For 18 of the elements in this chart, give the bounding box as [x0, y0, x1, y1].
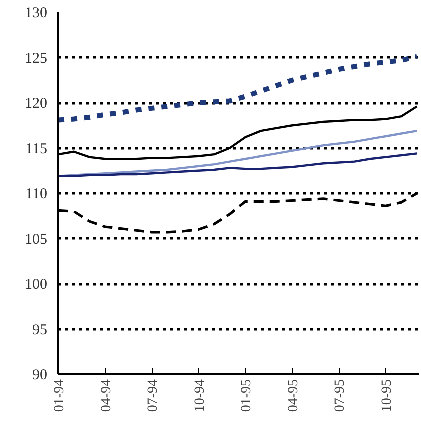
y-tick-label: 105	[25, 232, 48, 248]
x-tick-label: 04-94	[99, 379, 114, 412]
line-series	[58, 152, 418, 178]
x-tick-label: 10-95	[380, 379, 395, 412]
y-tick-label: 125	[25, 50, 48, 67]
x-tick-label: 07-94	[146, 379, 162, 412]
y-tick-label: 100	[25, 277, 48, 293]
x-tick-label: 01-94	[52, 379, 68, 412]
y-tick-label: 95	[32, 322, 48, 338]
y-tick-label: 110	[26, 186, 48, 202]
x-tick-label: 04-95	[286, 379, 302, 412]
y-tick-label: 90	[32, 368, 48, 384]
y-tick-label: 120	[25, 96, 48, 112]
y-tick-label: 115	[26, 141, 48, 158]
y-tick-label: 130	[25, 6, 48, 22]
x-tick-label: 07-95	[333, 379, 348, 412]
x-tick-label: 10-94	[192, 379, 208, 412]
x-tick-label: 01-95	[240, 379, 255, 412]
